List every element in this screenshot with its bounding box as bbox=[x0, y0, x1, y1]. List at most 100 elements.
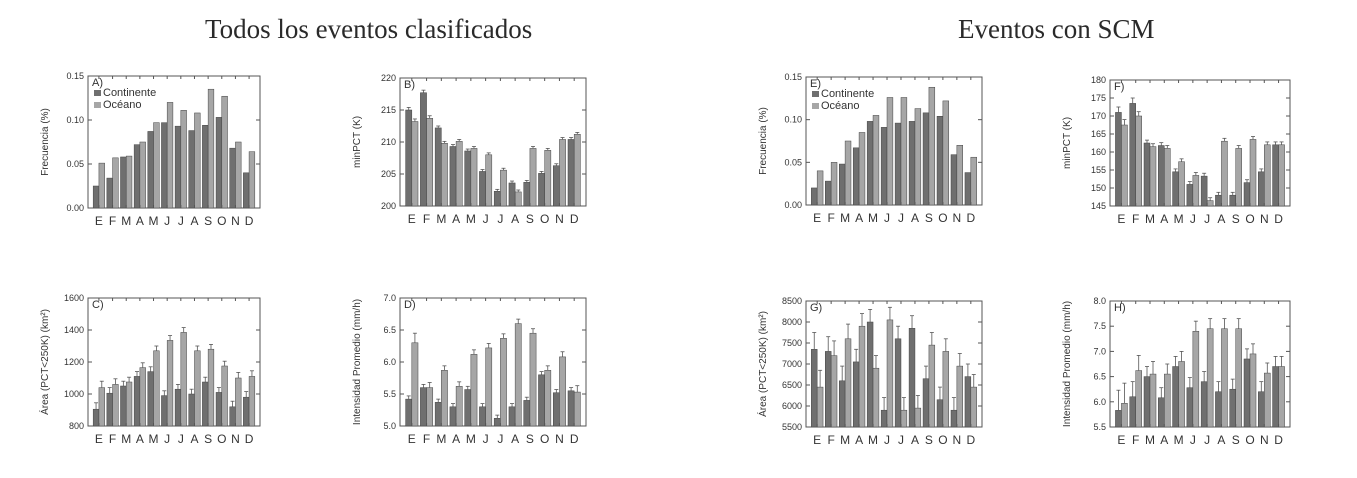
x-tick-label: N bbox=[1260, 433, 1269, 447]
y-tick-label: 800 bbox=[69, 421, 84, 431]
y-tick-label: 215 bbox=[381, 105, 396, 115]
x-tick-label: M bbox=[1174, 433, 1184, 447]
bar-oceano bbox=[886, 319, 894, 428]
legend-label-oceano: Océano bbox=[103, 99, 142, 111]
y-tick-label: 7000 bbox=[782, 359, 802, 369]
x-tick-label: O bbox=[217, 432, 226, 446]
bar-oceano bbox=[830, 162, 838, 206]
bar-continente bbox=[936, 116, 944, 206]
x-tick-label: N bbox=[555, 432, 564, 446]
x-tick-label: A bbox=[1160, 212, 1168, 226]
x-tick-label: N bbox=[231, 214, 240, 228]
bar-oceano bbox=[485, 154, 493, 207]
bar-continente bbox=[1243, 182, 1251, 207]
y-tick-label: 200 bbox=[381, 201, 396, 211]
y-tick-label: 7500 bbox=[782, 338, 802, 348]
bar-continente bbox=[202, 381, 209, 427]
y-tick-label: 7.5 bbox=[1093, 321, 1106, 331]
bar-continente bbox=[538, 173, 545, 207]
x-tick-label: M bbox=[149, 214, 159, 228]
x-tick-label: O bbox=[938, 211, 947, 225]
x-tick-label: M bbox=[1174, 212, 1184, 226]
bar-continente bbox=[243, 396, 250, 427]
bar-continente bbox=[147, 131, 154, 209]
x-tick-label: M bbox=[840, 211, 850, 225]
bar-continente bbox=[1229, 388, 1236, 428]
y-tick-label: 6.0 bbox=[1093, 397, 1106, 407]
y-axis-label: Intensidad Promedio (mm/h) bbox=[1062, 301, 1073, 427]
legend-swatch-oceano bbox=[94, 102, 101, 108]
y-axis-label: Frecuencia (%) bbox=[40, 108, 51, 176]
x-tick-label: A bbox=[190, 214, 198, 228]
panel-letter: C) bbox=[92, 299, 104, 311]
y-tick-label: 7.0 bbox=[1093, 346, 1106, 356]
bar-continente bbox=[202, 125, 209, 209]
x-tick-label: J bbox=[178, 432, 184, 446]
bar-oceano bbox=[180, 110, 187, 209]
bar-oceano bbox=[529, 332, 537, 427]
bar-continente bbox=[1258, 391, 1265, 428]
x-tick-label: J bbox=[497, 212, 503, 226]
bar-oceano bbox=[872, 115, 880, 206]
bar-oceano bbox=[248, 151, 256, 209]
y-tick-label: 0.10 bbox=[66, 115, 84, 125]
y-axis-label: Área (PCT<250K) (km²) bbox=[756, 311, 769, 417]
x-tick-label: F bbox=[423, 432, 430, 446]
bar-oceano bbox=[816, 386, 824, 428]
bar-continente bbox=[120, 156, 127, 209]
y-tick-label: 5.0 bbox=[383, 421, 396, 431]
bar-continente bbox=[825, 180, 832, 206]
bar-oceano bbox=[1278, 366, 1285, 428]
plot-frame bbox=[805, 76, 983, 206]
x-tick-label: D bbox=[245, 214, 254, 228]
y-tick-label: 6000 bbox=[782, 401, 802, 411]
x-tick-label: E bbox=[813, 211, 821, 225]
y-axis-label: Área (PCT<250K) (km²) bbox=[38, 309, 51, 415]
bar-continente bbox=[852, 147, 860, 206]
y-axis-label: minPCT (K) bbox=[352, 116, 363, 168]
bar-oceano bbox=[970, 386, 977, 428]
bar-continente bbox=[922, 112, 930, 206]
y-tick-label: 8000 bbox=[782, 317, 802, 327]
y-tick-label: 0.15 bbox=[784, 72, 802, 82]
bar-continente bbox=[147, 371, 154, 427]
x-tick-label: F bbox=[109, 432, 116, 446]
bar-oceano bbox=[441, 370, 448, 427]
bar-continente bbox=[229, 147, 236, 209]
bar-continente bbox=[479, 406, 486, 427]
panel-letter: B) bbox=[404, 79, 415, 91]
x-tick-label: S bbox=[526, 212, 534, 226]
panel-letter: E) bbox=[810, 78, 821, 90]
bar-continente bbox=[434, 402, 442, 427]
y-tick-label: 165 bbox=[1091, 129, 1106, 139]
bar-oceano bbox=[1121, 403, 1128, 428]
bar-continente bbox=[964, 172, 972, 206]
x-tick-label: A bbox=[855, 211, 863, 225]
panel-letter: A) bbox=[92, 77, 103, 89]
bar-oceano bbox=[559, 139, 566, 207]
bar-continente bbox=[1258, 171, 1265, 207]
x-tick-label: J bbox=[884, 433, 890, 447]
bar-oceano bbox=[914, 108, 922, 206]
bar-continente bbox=[1229, 194, 1236, 207]
x-tick-label: D bbox=[245, 432, 254, 446]
bar-continente bbox=[567, 139, 575, 207]
bar-oceano bbox=[207, 88, 215, 209]
bar-oceano bbox=[1149, 146, 1157, 207]
bar-oceano bbox=[942, 351, 950, 428]
y-tick-label: 6.5 bbox=[383, 325, 396, 335]
bar-oceano bbox=[1178, 361, 1185, 428]
bar-oceano bbox=[1278, 144, 1285, 207]
x-tick-label: J bbox=[178, 214, 184, 228]
bar-oceano bbox=[858, 132, 866, 206]
x-tick-label: M bbox=[1145, 212, 1155, 226]
bar-oceano bbox=[844, 338, 852, 428]
bar-oceano bbox=[514, 323, 522, 427]
x-tick-label: N bbox=[231, 432, 240, 446]
y-tick-label: 160 bbox=[1091, 147, 1106, 157]
legend-swatch-continente bbox=[812, 91, 819, 97]
x-tick-label: E bbox=[408, 212, 416, 226]
x-tick-label: E bbox=[813, 433, 821, 447]
x-tick-label: O bbox=[540, 432, 549, 446]
